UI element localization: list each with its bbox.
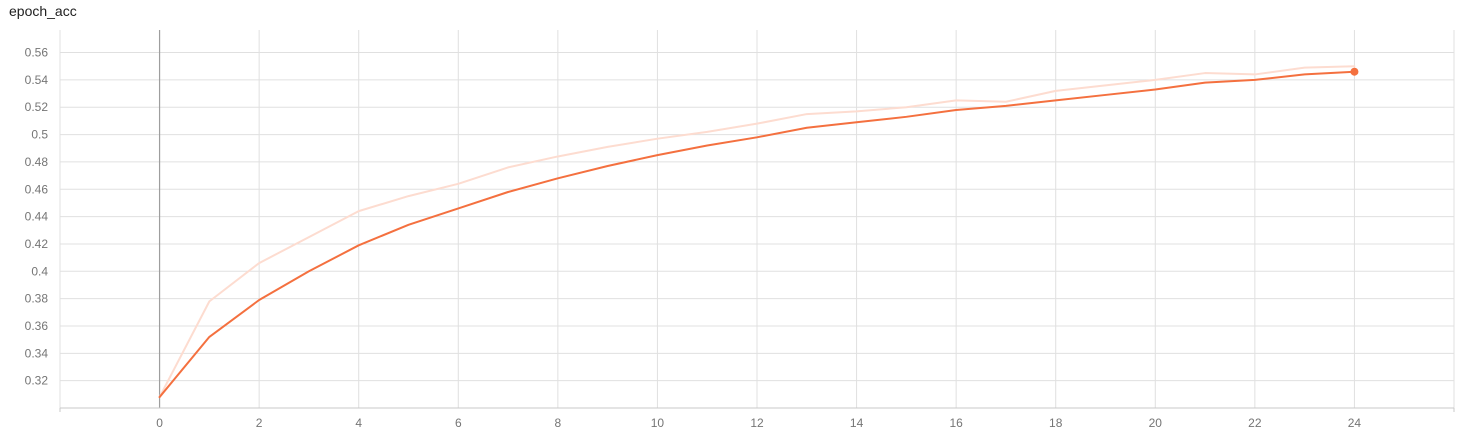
chart-title: epoch_acc: [9, 3, 77, 19]
axes: [59, 30, 1455, 412]
x-tick-label: 12: [750, 416, 764, 430]
y-tick-label: 0.54: [25, 73, 49, 87]
x-tick-label: 24: [1348, 416, 1362, 430]
x-tick-label: 2: [256, 416, 263, 430]
smoothed-series-line: [158, 70, 1356, 399]
x-tick-label: 18: [1049, 416, 1063, 430]
y-tick-label: 0.48: [25, 155, 49, 169]
y-tick-label: 0.56: [25, 46, 49, 60]
y-tick-label: 0.44: [25, 210, 49, 224]
x-tick-label: 20: [1149, 416, 1163, 430]
y-tick-label: 0.34: [25, 346, 49, 360]
x-tick-label: 4: [355, 416, 362, 430]
y-tick-label: 0.36: [25, 319, 49, 333]
grid: [59, 30, 1455, 408]
x-tick-label: 16: [949, 416, 963, 430]
y-tick-label: 0.4: [31, 264, 48, 278]
y-tick-label: 0.5: [31, 128, 48, 142]
series: [158, 65, 1359, 399]
x-tick-label: 0: [156, 416, 163, 430]
x-tick-label: 14: [850, 416, 864, 430]
x-axis-ticks: 0 2 4 6 8 10 12 14 16 18 20 22 24: [156, 416, 1361, 430]
x-tick-label: 10: [651, 416, 665, 430]
raw-series-line: [158, 65, 1356, 399]
y-tick-label: 0.42: [25, 237, 49, 251]
y-tick-label: 0.32: [25, 374, 49, 388]
y-axis-ticks: 0.32 0.34 0.36 0.38 0.4 0.42 0.44 0.46 0.48 0.5 0.…: [25, 46, 49, 388]
x-tick-label: 6: [455, 416, 462, 430]
x-tick-label: 22: [1248, 416, 1262, 430]
series-end-point: [1350, 67, 1359, 76]
y-tick-label: 0.46: [25, 182, 49, 196]
y-tick-label: 0.38: [25, 292, 49, 306]
y-tick-label: 0.52: [25, 100, 49, 114]
x-tick-label: 8: [555, 416, 562, 430]
